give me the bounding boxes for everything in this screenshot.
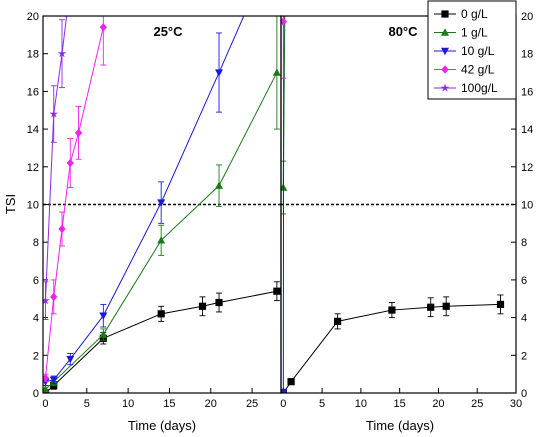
legend-marker-42-g-l bbox=[441, 65, 449, 74]
y-tick-label-right: 20 bbox=[521, 11, 533, 23]
data-point-p1-0-g-l bbox=[287, 378, 295, 386]
data-point-p0-100g-l bbox=[43, 296, 50, 305]
series-group-25c bbox=[43, 16, 281, 393]
y-tick-label-left: 18 bbox=[27, 49, 39, 61]
y-tick-label-left: 2 bbox=[33, 350, 39, 362]
legend-marker-100g-l bbox=[440, 83, 450, 92]
y-tick-label-left: 8 bbox=[33, 237, 39, 249]
data-point-p1-0-g-l bbox=[427, 303, 435, 311]
x-tick-label: 0 bbox=[280, 398, 286, 410]
x-tick-label: 25 bbox=[246, 398, 258, 410]
series-group-80c bbox=[281, 16, 505, 393]
y-tick-label-right: 2 bbox=[521, 350, 527, 362]
data-point-p0-42-g-l bbox=[74, 128, 83, 138]
x-tick-label: 10 bbox=[355, 398, 367, 410]
legend-marker-1-g-l bbox=[441, 28, 449, 36]
y-tick-label-left: 12 bbox=[27, 162, 39, 174]
y-tick-label-right: 16 bbox=[521, 86, 533, 98]
data-point-p1-0-g-l bbox=[442, 302, 450, 310]
data-point-p0-42-g-l bbox=[99, 23, 107, 32]
data-point-p0-10-g-l bbox=[49, 376, 58, 385]
legend-marker-10-g-l bbox=[441, 47, 449, 56]
x-tick-label: 10 bbox=[122, 398, 134, 410]
x-axis-label-right: Time (days) bbox=[366, 418, 434, 433]
data-point-p0-0-g-l bbox=[215, 298, 223, 307]
legend-label-100g-l: 100g/L bbox=[461, 81, 498, 95]
data-point-p0-10-g-l bbox=[157, 199, 166, 207]
data-point-p0-42-g-l bbox=[50, 292, 58, 302]
data-point-p0-0-g-l bbox=[157, 310, 165, 318]
data-point-p1-1-g-l bbox=[281, 183, 288, 191]
data-point-p0-100g-l bbox=[57, 49, 67, 58]
data-point-p1-0-g-l bbox=[388, 306, 396, 314]
x-tick-label: 5 bbox=[84, 398, 90, 410]
x-tick-label: 15 bbox=[163, 398, 175, 410]
series-line-p0-10-g-l bbox=[45, 16, 245, 383]
data-point-p0-1-g-l bbox=[272, 68, 281, 76]
data-point-p0-0-g-l bbox=[273, 287, 281, 295]
data-point-p0-42-g-l bbox=[58, 224, 66, 234]
y-tick-label-right: 4 bbox=[521, 313, 527, 325]
panel-title-25c: 25°C bbox=[153, 24, 183, 39]
x-tick-label: 20 bbox=[432, 398, 444, 410]
x-tick-label: 30 bbox=[510, 398, 522, 410]
legend-label-42-g-l: 42 g/L bbox=[461, 63, 495, 77]
y-tick-label-left: 6 bbox=[33, 275, 39, 287]
data-point-p0-42-g-l bbox=[66, 158, 74, 168]
data-point-p0-10-g-l bbox=[99, 312, 108, 320]
x-tick-label: 5 bbox=[319, 398, 325, 410]
y-tick-label-right: 18 bbox=[521, 49, 533, 61]
legend-label-1-g-l: 1 g/L bbox=[461, 26, 488, 40]
series-line-p0-42-g-l bbox=[44, 27, 104, 378]
data-point-p0-10-g-l bbox=[215, 69, 224, 77]
y-tick-label-right: 14 bbox=[521, 124, 533, 136]
series-line-p0-100g-l bbox=[44, 16, 68, 301]
data-point-p0-42-g-l bbox=[43, 373, 50, 383]
data-point-p0-1-g-l bbox=[157, 236, 166, 244]
data-point-p1-42-g-l bbox=[281, 17, 287, 26]
x-tick-label: 15 bbox=[394, 398, 406, 410]
y-tick-label-left: 4 bbox=[33, 313, 39, 325]
data-point-p1-0-g-l bbox=[334, 317, 342, 325]
plot-frame-right bbox=[280, 15, 517, 394]
y-tick-label-left: 0 bbox=[33, 388, 39, 400]
y-tick-label-left: 14 bbox=[27, 124, 39, 136]
x-axis-label-left: Time (days) bbox=[128, 418, 196, 433]
legend-label-10-g-l: 10 g/L bbox=[461, 44, 495, 58]
data-point-p0-1-g-l bbox=[43, 385, 50, 393]
panel-title-80c: 80°C bbox=[388, 24, 418, 39]
data-point-p0-0-g-l bbox=[198, 302, 207, 310]
x-tick-label: 0 bbox=[42, 398, 48, 410]
data-point-p1-10-g-l bbox=[281, 389, 288, 393]
y-tick-label-right: 10 bbox=[521, 200, 533, 212]
legend-label-0-g-l: 0 g/L bbox=[461, 7, 488, 21]
legend-marker-0-g-l bbox=[441, 10, 449, 18]
y-tick-label-right: 6 bbox=[521, 275, 527, 287]
y-tick-label-left: 10 bbox=[27, 200, 39, 212]
x-tick-label: 20 bbox=[205, 398, 217, 410]
legend: 0 g/L 1 g/L 10 g/L 42 g/L 100g/L bbox=[427, 0, 517, 100]
y-tick-label-right: 8 bbox=[521, 237, 527, 249]
y-tick-label-right: 12 bbox=[521, 162, 533, 174]
y-tick-label-right: 0 bbox=[521, 388, 527, 400]
data-point-p1-0-g-l bbox=[496, 300, 505, 309]
x-tick-label: 25 bbox=[471, 398, 483, 410]
data-point-p0-10-g-l bbox=[66, 355, 75, 364]
y-tick-label-left: 16 bbox=[27, 86, 39, 98]
data-point-p0-1-g-l bbox=[215, 181, 224, 189]
y-axis-label: TSI bbox=[3, 194, 18, 214]
y-tick-label-left: 20 bbox=[27, 11, 39, 23]
data-point-p0-100g-l bbox=[49, 109, 59, 118]
data-point-p0-1-g-l bbox=[99, 330, 108, 338]
